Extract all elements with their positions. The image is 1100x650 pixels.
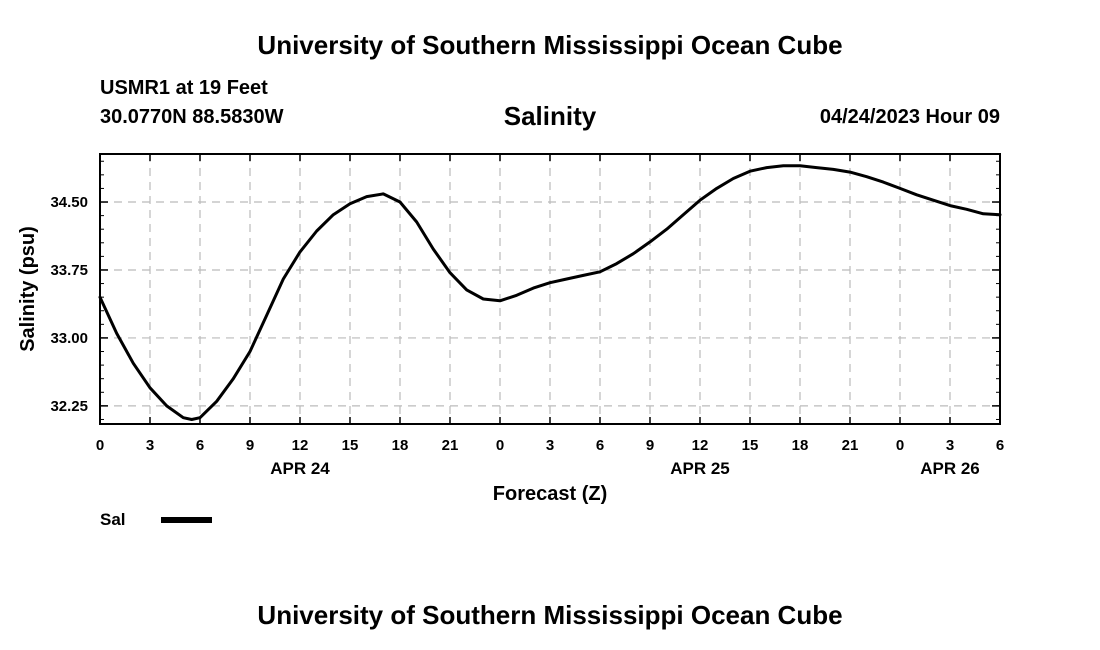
x-tick-label: 15 xyxy=(742,437,759,454)
x-tick-label: 3 xyxy=(146,437,154,454)
x-tick-label: 15 xyxy=(342,437,359,454)
y-tick-labels: 32.25 33.00 33.75 34.50 xyxy=(50,194,88,415)
date-label: APR 25 xyxy=(670,459,730,478)
forecast-datetime: 04/24/2023 Hour 09 xyxy=(819,106,1000,128)
x-tick-label: 9 xyxy=(646,437,654,454)
date-label: APR 24 xyxy=(270,459,330,478)
page-title: University of Southern Mississippi Ocean… xyxy=(257,30,843,60)
plot-frame xyxy=(99,153,1001,425)
y-tick-label: 34.50 xyxy=(50,194,88,211)
chart-title: Salinity xyxy=(503,101,597,131)
x-tick-label: 0 xyxy=(496,437,504,454)
x-tick-label: 21 xyxy=(842,437,859,454)
salinity-chart: 0 3 6 9 12 15 18 21 0 3 6 9 12 15 18 21 0 3 6 32.25 33.00 33… xyxy=(17,153,1004,505)
date-labels: APR 24 APR 25 APR 26 xyxy=(270,459,980,478)
x-tick-label: 6 xyxy=(596,437,604,454)
x-tick-label: 6 xyxy=(996,437,1004,454)
y-tick-label: 33.75 xyxy=(50,262,88,279)
salinity-series-line xyxy=(98,164,1002,421)
x-tick-labels: 0 3 6 9 12 15 18 21 0 3 6 9 12 15 18 21 0 3 6 xyxy=(96,437,1004,454)
x-tick-label: 12 xyxy=(692,437,709,454)
x-tick-label: 0 xyxy=(896,437,904,454)
y-tick-label: 32.25 xyxy=(50,398,88,415)
y-axis-label: Salinity (psu) xyxy=(17,226,39,352)
x-tick-label: 9 xyxy=(246,437,254,454)
grid xyxy=(100,154,1000,424)
x-tick-label: 3 xyxy=(946,437,954,454)
x-tick-label: 18 xyxy=(392,437,409,454)
legend-label: Sal xyxy=(100,510,126,529)
x-tick-label: 18 xyxy=(792,437,809,454)
coordinates-label: 30.0770N 88.5830W xyxy=(100,106,284,128)
x-tick-label: 21 xyxy=(442,437,459,454)
legend-line-swatch xyxy=(161,517,212,523)
y-tick-label: 33.00 xyxy=(50,330,88,347)
x-tick-label: 0 xyxy=(96,437,104,454)
x-tick-label: 3 xyxy=(546,437,554,454)
x-axis-label: Forecast (Z) xyxy=(493,483,607,505)
station-label: USMR1 at 19 Feet xyxy=(100,77,268,99)
date-label: APR 26 xyxy=(920,459,980,478)
footer-title: University of Southern Mississippi Ocean… xyxy=(257,600,843,630)
x-tick-label: 12 xyxy=(292,437,309,454)
x-tick-label: 6 xyxy=(196,437,204,454)
